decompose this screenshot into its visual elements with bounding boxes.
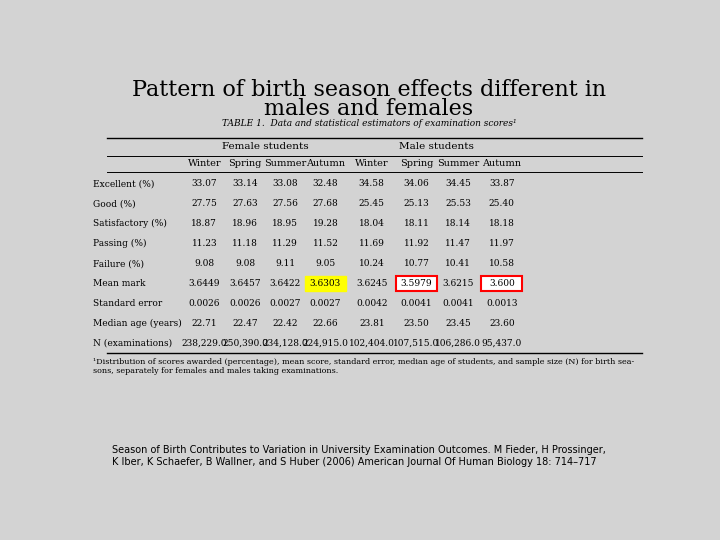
Text: TABLE 1.  Data and statistical estimators of examination scores¹: TABLE 1. Data and statistical estimators… <box>222 119 516 129</box>
Text: 234,128.0: 234,128.0 <box>263 339 308 348</box>
Text: 11.97: 11.97 <box>489 239 515 248</box>
Text: 34.45: 34.45 <box>446 179 471 188</box>
Text: 3.6449: 3.6449 <box>189 279 220 288</box>
Text: 10.41: 10.41 <box>446 259 471 268</box>
Text: 22.71: 22.71 <box>192 319 217 328</box>
Text: 18.14: 18.14 <box>446 219 471 228</box>
Text: 3.6215: 3.6215 <box>443 279 474 288</box>
Text: 102,404.0: 102,404.0 <box>349 339 395 348</box>
Text: Satisfactory (%): Satisfactory (%) <box>93 219 166 228</box>
Text: 25.13: 25.13 <box>403 199 429 208</box>
Text: 9.08: 9.08 <box>235 259 255 268</box>
Text: 18.18: 18.18 <box>489 219 515 228</box>
Text: 22.66: 22.66 <box>312 319 338 328</box>
Text: 106,286.0: 106,286.0 <box>436 339 481 348</box>
Text: 22.42: 22.42 <box>273 319 298 328</box>
Text: 11.18: 11.18 <box>232 239 258 248</box>
Text: Good (%): Good (%) <box>93 199 135 208</box>
Text: 33.07: 33.07 <box>192 179 217 188</box>
Text: Autumn: Autumn <box>482 159 521 168</box>
Text: 23.81: 23.81 <box>359 319 384 328</box>
Text: 3.6457: 3.6457 <box>229 279 261 288</box>
Text: Summer: Summer <box>264 159 307 168</box>
Text: 10.24: 10.24 <box>359 259 384 268</box>
Text: 0.0027: 0.0027 <box>310 299 341 308</box>
Text: 224,915.0: 224,915.0 <box>302 339 348 348</box>
Text: 33.87: 33.87 <box>489 179 515 188</box>
Text: Spring: Spring <box>400 159 433 168</box>
Text: 25.45: 25.45 <box>359 199 384 208</box>
Text: 0.0042: 0.0042 <box>356 299 387 308</box>
Text: 107,515.0: 107,515.0 <box>393 339 439 348</box>
Text: 25.53: 25.53 <box>446 199 471 208</box>
Text: Failure (%): Failure (%) <box>93 259 144 268</box>
Text: 18.11: 18.11 <box>403 219 429 228</box>
Text: 19.28: 19.28 <box>312 219 338 228</box>
Text: Summer: Summer <box>437 159 480 168</box>
Text: 11.92: 11.92 <box>403 239 429 248</box>
Text: 0.0027: 0.0027 <box>269 299 301 308</box>
Text: 95,437.0: 95,437.0 <box>482 339 522 348</box>
Text: 3.6422: 3.6422 <box>270 279 301 288</box>
Text: 238,229.0: 238,229.0 <box>181 339 227 348</box>
Text: Winter: Winter <box>188 159 221 168</box>
Text: Passing (%): Passing (%) <box>93 239 146 248</box>
Text: 27.75: 27.75 <box>192 199 217 208</box>
Text: 23.50: 23.50 <box>403 319 429 328</box>
Text: males and females: males and females <box>264 98 474 120</box>
Text: 9.05: 9.05 <box>315 259 336 268</box>
Text: 11.69: 11.69 <box>359 239 384 248</box>
Text: 3.6245: 3.6245 <box>356 279 387 288</box>
Text: Median age (years): Median age (years) <box>93 319 181 328</box>
Text: 250,390.0: 250,390.0 <box>222 339 268 348</box>
Text: Season of Birth Contributes to Variation in University Examination Outcomes. M F: Season of Birth Contributes to Variation… <box>112 446 606 467</box>
Text: 27.68: 27.68 <box>312 199 338 208</box>
Text: 27.63: 27.63 <box>233 199 258 208</box>
Text: 3.6303: 3.6303 <box>310 279 341 288</box>
Text: Spring: Spring <box>228 159 262 168</box>
Text: 0.0041: 0.0041 <box>443 299 474 308</box>
Text: 27.56: 27.56 <box>272 199 298 208</box>
Text: 11.29: 11.29 <box>272 239 298 248</box>
Text: 22.47: 22.47 <box>233 319 258 328</box>
Text: 25.40: 25.40 <box>489 199 515 208</box>
Text: 9.11: 9.11 <box>275 259 295 268</box>
Text: Standard error: Standard error <box>93 299 162 308</box>
Text: 3.600: 3.600 <box>489 279 515 288</box>
Text: Pattern of birth season effects different in: Pattern of birth season effects differen… <box>132 79 606 102</box>
Text: 23.45: 23.45 <box>446 319 471 328</box>
Text: 0.0013: 0.0013 <box>486 299 518 308</box>
Text: Male students: Male students <box>400 142 474 151</box>
Text: 23.60: 23.60 <box>489 319 515 328</box>
Text: 10.77: 10.77 <box>403 259 429 268</box>
FancyBboxPatch shape <box>396 276 437 291</box>
Text: 18.04: 18.04 <box>359 219 384 228</box>
Text: Female students: Female students <box>222 142 308 151</box>
Text: 18.96: 18.96 <box>232 219 258 228</box>
Text: 34.06: 34.06 <box>403 179 429 188</box>
Text: 0.0026: 0.0026 <box>230 299 261 308</box>
FancyBboxPatch shape <box>481 276 523 291</box>
Text: 32.48: 32.48 <box>312 179 338 188</box>
Text: N (examinations): N (examinations) <box>93 339 172 348</box>
Text: 18.87: 18.87 <box>192 219 217 228</box>
FancyBboxPatch shape <box>305 276 346 291</box>
Text: 0.0026: 0.0026 <box>189 299 220 308</box>
Text: 34.58: 34.58 <box>359 179 384 188</box>
Text: 18.95: 18.95 <box>272 219 298 228</box>
Text: Excellent (%): Excellent (%) <box>93 179 154 188</box>
Text: 10.58: 10.58 <box>489 259 515 268</box>
Text: 3.5979: 3.5979 <box>400 279 432 288</box>
Text: 11.52: 11.52 <box>312 239 338 248</box>
Text: 33.14: 33.14 <box>233 179 258 188</box>
Text: 9.08: 9.08 <box>194 259 215 268</box>
Text: ¹Distribution of scores awarded (percentage), mean score, standard error, median: ¹Distribution of scores awarded (percent… <box>93 357 634 375</box>
Text: 0.0041: 0.0041 <box>400 299 432 308</box>
Text: Winter: Winter <box>355 159 389 168</box>
Text: Autumn: Autumn <box>306 159 345 168</box>
Text: 11.47: 11.47 <box>446 239 471 248</box>
Text: 11.23: 11.23 <box>192 239 217 248</box>
Text: Mean mark: Mean mark <box>93 279 145 288</box>
Text: 33.08: 33.08 <box>272 179 298 188</box>
